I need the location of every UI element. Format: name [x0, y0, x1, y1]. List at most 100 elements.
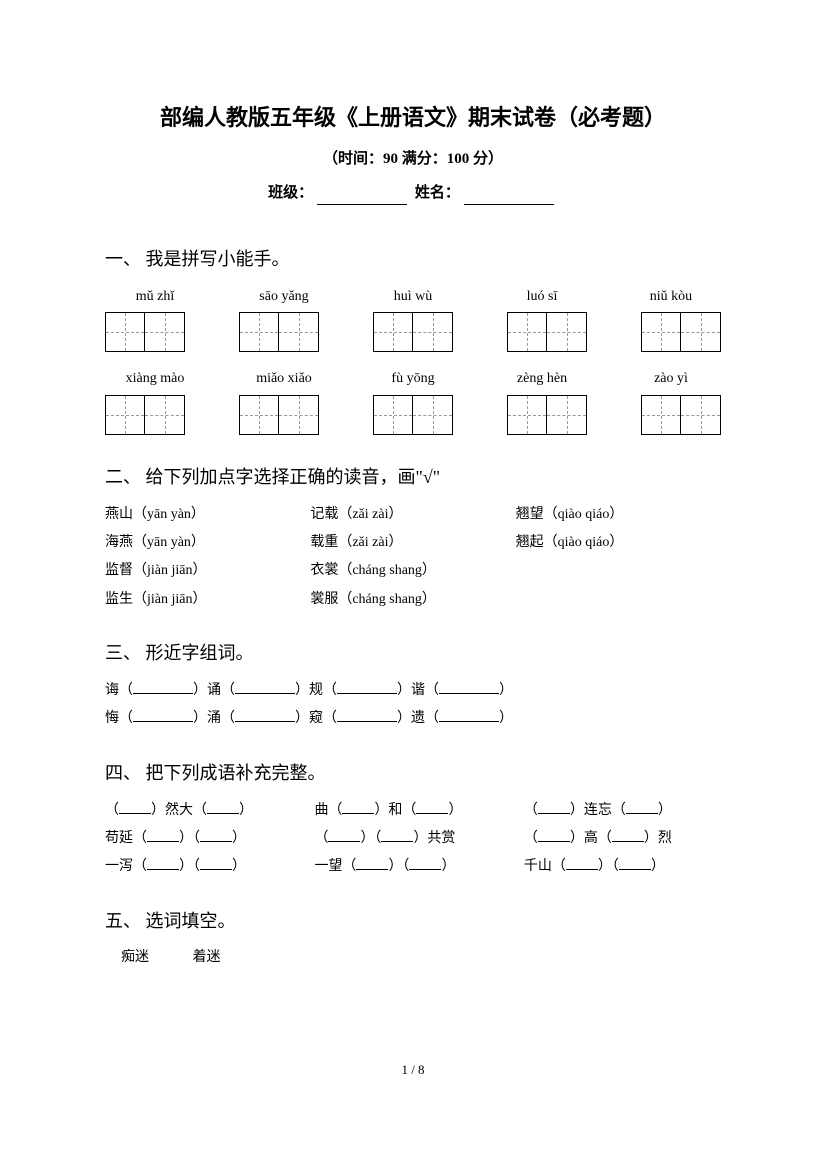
q3-text: 诲（ [105, 680, 133, 702]
pinyin-label: niǔ kòu [621, 286, 721, 308]
fill-blank[interactable] [337, 680, 397, 694]
char-box-row-1 [105, 312, 721, 352]
fill-blank[interactable] [147, 856, 179, 870]
q3-text: ）诵（ [193, 680, 235, 702]
q3-text: ）规（ [295, 680, 337, 702]
pinyin-label: zèng hèn [492, 368, 592, 390]
fill-blank[interactable] [328, 828, 360, 842]
fill-blank[interactable] [235, 680, 295, 694]
pinyin-row-2: xiàng mào miǎo xiǎo fù yōng zèng hèn zào… [105, 368, 721, 390]
fill-blank[interactable] [119, 800, 151, 814]
q5-word: 痴迷 [121, 950, 149, 965]
fill-blank[interactable] [619, 856, 651, 870]
fill-blank[interactable] [381, 828, 413, 842]
pinyin-label: miǎo xiǎo [234, 368, 334, 390]
q2-item: 裳服（cháng shang） [310, 589, 515, 611]
q5-word: 着迷 [193, 950, 221, 965]
q2-item: 载重（zǎi zài） [310, 532, 515, 554]
char-box-pair[interactable] [239, 312, 319, 352]
q4-item: 曲（）和（） [314, 800, 511, 822]
q4-item: 苟延（）（） [105, 828, 302, 850]
q3-text: ）窥（ [295, 708, 337, 730]
q2-item: 翘望（qiào qiáo） [516, 504, 721, 526]
fill-blank[interactable] [133, 708, 193, 722]
pinyin-label: luó sī [492, 286, 592, 308]
section-5-words: 痴迷 着迷 [105, 947, 721, 969]
fill-blank[interactable] [439, 708, 499, 722]
q4-item: 千山（）（） [524, 856, 721, 878]
fill-blank[interactable] [416, 800, 448, 814]
fill-blank[interactable] [207, 800, 239, 814]
fill-blank[interactable] [626, 800, 658, 814]
pinyin-label: sāo yǎng [234, 286, 334, 308]
fill-blank[interactable] [612, 828, 644, 842]
exam-title: 部编人教版五年级《上册语文》期末试卷（必考题） [105, 100, 721, 135]
section-3-title: 三、 形近字组词。 [105, 639, 721, 668]
char-box-pair[interactable] [507, 395, 587, 435]
fill-blank[interactable] [409, 856, 441, 870]
fill-blank[interactable] [538, 828, 570, 842]
fill-blank[interactable] [147, 828, 179, 842]
section-5-title: 五、 选词填空。 [105, 907, 721, 936]
fill-blank[interactable] [566, 856, 598, 870]
page-number: 1 / 8 [105, 1060, 721, 1081]
name-blank[interactable] [464, 189, 554, 205]
char-box-pair[interactable] [641, 395, 721, 435]
fill-blank[interactable] [133, 680, 193, 694]
q4-item: （）高（）烈 [524, 828, 721, 850]
q2-item: 监督（jiàn jiān） [105, 560, 310, 582]
section-2-grid: 燕山（yān yàn） 记载（zǎi zài） 翘望（qiào qiáo） 海燕… [105, 504, 721, 612]
q4-item: 一望（）（） [314, 856, 511, 878]
section-4-title: 四、 把下列成语补充完整。 [105, 759, 721, 788]
q3-row-2: 悔（ ）涌（ ）窥（ ）遗（ ） [105, 708, 721, 730]
fill-blank[interactable] [356, 856, 388, 870]
q2-item: 燕山（yān yàn） [105, 504, 310, 526]
fill-blank[interactable] [200, 856, 232, 870]
char-box-pair[interactable] [641, 312, 721, 352]
class-blank[interactable] [317, 189, 407, 205]
q4-item: （）（）共赏 [314, 828, 511, 850]
fill-blank[interactable] [439, 680, 499, 694]
pinyin-row-1: mǔ zhǐ sāo yǎng huì wù luó sī niǔ kòu [105, 286, 721, 308]
pinyin-label: mǔ zhǐ [105, 286, 205, 308]
name-label: 姓名： [415, 185, 460, 201]
q2-item: 翘起（qiào qiáo） [516, 532, 721, 554]
exam-subtitle: （时间：90 满分：100 分） [105, 147, 721, 171]
fill-blank[interactable] [235, 708, 295, 722]
q2-item: 记载（zǎi zài） [310, 504, 515, 526]
class-label: 班级： [268, 185, 313, 201]
q4-item: （）连忘（） [524, 800, 721, 822]
q3-text: ） [499, 680, 513, 702]
char-box-row-2 [105, 395, 721, 435]
q3-text: ）涌（ [193, 708, 235, 730]
char-box-pair[interactable] [105, 312, 185, 352]
char-box-pair[interactable] [105, 395, 185, 435]
section-4-body: （）然大（） 曲（）和（） （）连忘（） 苟延（）（） （）（）共赏 （）高（）… [105, 800, 721, 879]
char-box-pair[interactable] [373, 312, 453, 352]
char-box-pair[interactable] [239, 395, 319, 435]
q4-item: （）然大（） [105, 800, 302, 822]
q3-text: ）谐（ [397, 680, 439, 702]
pinyin-label: zào yì [621, 368, 721, 390]
q2-item [516, 589, 721, 611]
fill-blank[interactable] [200, 828, 232, 842]
q2-item: 监生（jiàn jiān） [105, 589, 310, 611]
pinyin-label: huì wù [363, 286, 463, 308]
q2-item: 衣裳（cháng shang） [310, 560, 515, 582]
pinyin-label: xiàng mào [105, 368, 205, 390]
char-box-pair[interactable] [507, 312, 587, 352]
fill-blank[interactable] [538, 800, 570, 814]
q4-item: 一泻（）（） [105, 856, 302, 878]
section-1-title: 一、 我是拼写小能手。 [105, 245, 721, 274]
q2-item: 海燕（yān yàn） [105, 532, 310, 554]
fill-blank[interactable] [342, 800, 374, 814]
char-box-pair[interactable] [373, 395, 453, 435]
fill-blank[interactable] [337, 708, 397, 722]
q2-item [516, 560, 721, 582]
pinyin-label: fù yōng [363, 368, 463, 390]
q3-text: ）遗（ [397, 708, 439, 730]
q3-row-1: 诲（ ）诵（ ）规（ ）谐（ ） [105, 680, 721, 702]
q3-text: 悔（ [105, 708, 133, 730]
student-info-row: 班级： 姓名： [105, 181, 721, 205]
section-2-title: 二、 给下列加点字选择正确的读音，画"√" [105, 463, 721, 492]
